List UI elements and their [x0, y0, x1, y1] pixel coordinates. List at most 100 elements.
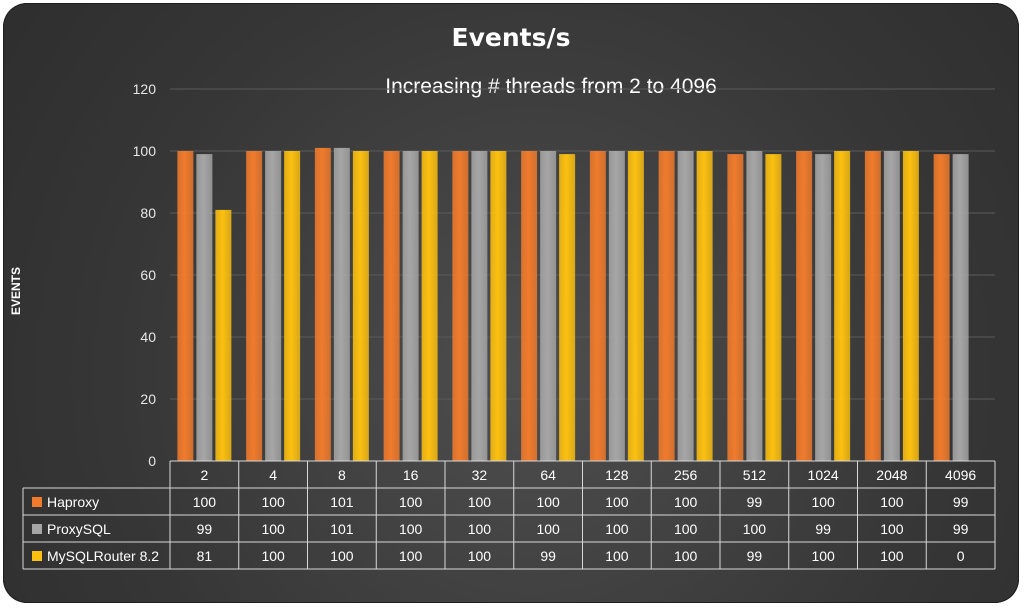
data-label: 99 [197, 521, 213, 537]
bar-haproxy-16 [383, 151, 400, 461]
bar-proxysql-1024 [815, 154, 832, 461]
bar-proxysql-4 [265, 151, 282, 461]
bar-proxysql-256 [677, 151, 694, 461]
x-tick-label: 4 [269, 467, 277, 483]
bar-proxysql-2048 [883, 151, 900, 461]
y-axis-label: EVENTS [9, 267, 23, 315]
data-label: 100 [536, 521, 560, 537]
x-tick-label: 1024 [808, 467, 839, 483]
legend-label: MySQLRouter 8.2 [47, 548, 159, 564]
chart-subtitle: Increasing # threads from 2 to 4096 [385, 75, 717, 98]
data-label: 100 [880, 521, 904, 537]
data-label: 100 [880, 548, 904, 564]
data-label: 100 [605, 494, 629, 510]
bar-mysqlrouter-8-2-2048 [902, 151, 919, 461]
bar-haproxy-64 [521, 151, 538, 461]
bar-haproxy-8 [314, 147, 331, 461]
data-label: 99 [540, 548, 556, 564]
data-label: 99 [953, 521, 969, 537]
y-tick-label: 80 [140, 205, 156, 221]
bar-mysqlrouter-8-2-2 [215, 209, 232, 461]
y-tick-label: 60 [140, 267, 156, 283]
bar-mysqlrouter-8-2-64 [559, 154, 576, 461]
bar-haproxy-4096 [933, 154, 950, 461]
y-tick-label: 100 [133, 143, 157, 159]
bar-proxysql-512 [746, 151, 763, 461]
bar-haproxy-2 [177, 151, 194, 461]
legend-label: ProxySQL [47, 521, 111, 537]
bar-mysqlrouter-8-2-32 [490, 151, 507, 461]
bar-mysqlrouter-8-2-8 [352, 151, 369, 461]
legend-swatch [32, 497, 42, 507]
bar-proxysql-16 [402, 151, 419, 461]
bar-proxysql-32 [471, 151, 488, 461]
data-label: 100 [468, 548, 492, 564]
bar-haproxy-128 [589, 151, 606, 461]
data-label: 100 [468, 494, 492, 510]
x-tick-label: 64 [540, 467, 556, 483]
y-tick-label: 120 [133, 81, 157, 97]
data-label: 100 [330, 548, 354, 564]
data-label: 101 [330, 521, 354, 537]
data-label: 100 [674, 521, 698, 537]
x-tick-label: 16 [403, 467, 419, 483]
x-tick-label: 128 [605, 467, 629, 483]
data-label: 100 [743, 521, 767, 537]
bar-proxysql-64 [540, 151, 557, 461]
y-tick-label: 40 [140, 329, 156, 345]
legend-swatch [32, 551, 42, 561]
data-label: 101 [330, 494, 354, 510]
bar-mysqlrouter-8-2-256 [696, 151, 713, 461]
data-label: 99 [953, 494, 969, 510]
bar-mysqlrouter-8-2-16 [421, 151, 438, 461]
data-label: 100 [261, 494, 285, 510]
data-label: 100 [399, 521, 423, 537]
data-label: 100 [399, 494, 423, 510]
x-tick-label: 512 [743, 467, 767, 483]
x-tick-label: 32 [472, 467, 488, 483]
data-label: 100 [674, 548, 698, 564]
data-label: 100 [811, 494, 835, 510]
bar-proxysql-2 [196, 154, 213, 461]
legend-label: Haproxy [47, 494, 99, 510]
data-label: 99 [815, 521, 831, 537]
bar-haproxy-1024 [796, 151, 813, 461]
bar-mysqlrouter-8-2-1024 [834, 151, 851, 461]
bar-mysqlrouter-8-2-4 [284, 151, 301, 461]
bar-haproxy-256 [658, 151, 675, 461]
data-label: 99 [747, 494, 763, 510]
data-label: 100 [261, 548, 285, 564]
bar-haproxy-2048 [864, 151, 881, 461]
data-label: 100 [261, 521, 285, 537]
bar-mysqlrouter-8-2-128 [627, 151, 644, 461]
data-label: 0 [957, 548, 965, 564]
bar-chart: Events/s Increasing # threads from 2 to … [9, 23, 996, 570]
chart-card: Events/s Increasing # threads from 2 to … [3, 3, 1019, 603]
x-tick-label: 2 [200, 467, 208, 483]
data-label: 100 [811, 548, 835, 564]
data-label: 100 [468, 521, 492, 537]
y-tick-label: 0 [148, 453, 156, 469]
bar-proxysql-128 [608, 151, 625, 461]
chart-title: Events/s [452, 23, 571, 52]
bar-haproxy-512 [727, 154, 744, 461]
data-label: 99 [747, 548, 763, 564]
data-label: 100 [674, 494, 698, 510]
bar-haproxy-4 [246, 151, 263, 461]
legend-swatch [32, 524, 42, 534]
y-tick-label: 20 [140, 391, 156, 407]
bar-proxysql-8 [333, 147, 350, 461]
x-tick-label: 256 [674, 467, 698, 483]
x-tick-label: 4096 [945, 467, 976, 483]
x-tick-label: 2048 [876, 467, 907, 483]
data-label: 100 [193, 494, 217, 510]
data-label: 100 [605, 521, 629, 537]
data-label: 100 [536, 494, 560, 510]
bar-mysqlrouter-8-2-512 [765, 154, 782, 461]
bar-proxysql-4096 [952, 154, 969, 461]
x-tick-label: 8 [338, 467, 346, 483]
data-label: 100 [880, 494, 904, 510]
bar-haproxy-32 [452, 151, 469, 461]
data-label: 100 [399, 548, 423, 564]
data-label: 81 [197, 548, 213, 564]
